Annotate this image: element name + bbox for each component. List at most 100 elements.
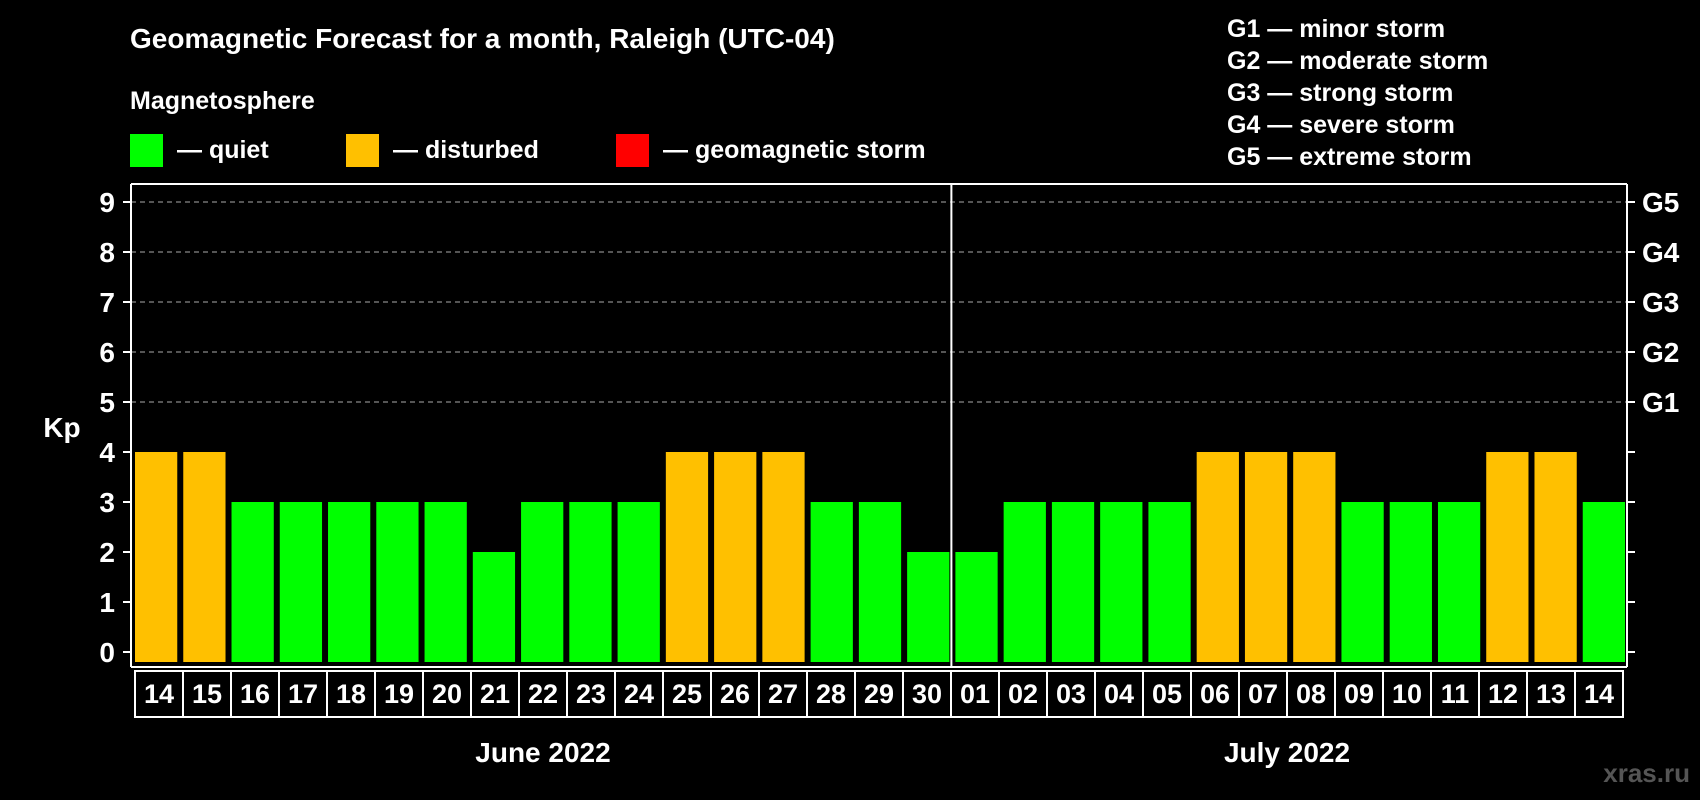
y-tick-label: 2	[99, 537, 115, 568]
x-tick-label-11: 25	[672, 679, 702, 709]
y-tick-label: 4	[99, 437, 115, 468]
x-tick-label-18: 02	[1008, 679, 1038, 709]
bar-0	[135, 452, 178, 662]
x-tick-label-21: 05	[1152, 679, 1182, 709]
bar-20	[1100, 502, 1143, 662]
bar-18	[1003, 502, 1046, 662]
x-tick-label-4: 18	[336, 679, 366, 709]
x-tick-label-10: 24	[624, 679, 654, 709]
bar-1	[183, 452, 226, 662]
storm-scale-item-0: G1 — minor storm	[1227, 15, 1445, 43]
bar-6	[424, 502, 467, 662]
bar-19	[1051, 502, 1095, 662]
x-tick-label-14: 28	[816, 679, 846, 709]
bar-13	[762, 452, 805, 662]
storm-scale-item-1: G2 — moderate storm	[1227, 47, 1488, 75]
legend: — quiet — disturbed — geomagnetic storm	[130, 134, 926, 167]
x-tick-label-8: 22	[528, 679, 558, 709]
right-tick-label-G2: G2	[1642, 337, 1679, 368]
x-tick-label-7: 21	[480, 679, 510, 709]
x-tick-label-13: 27	[768, 679, 798, 709]
x-tick-labels: 14 15 16 17 18 19 20 21 22 23 24 25 26 27 28 29 30 01 02 03…	[134, 670, 1624, 718]
x-tick-label-12: 26	[720, 679, 750, 709]
bar-26	[1389, 502, 1432, 662]
bar-3	[279, 502, 323, 662]
bar-9	[569, 502, 612, 662]
bar-15	[858, 502, 902, 662]
x-tick-label-0: 14	[144, 679, 174, 709]
bars	[135, 452, 1625, 662]
x-tick-box	[134, 670, 1624, 718]
month-labels: June 2022 July 2022	[475, 737, 1350, 768]
x-tick-label-29: 13	[1536, 679, 1566, 709]
storm-scale-item-2: G3 — strong storm	[1227, 79, 1453, 107]
storm-scale-legend: G1 — minor storm G2 — moderate storm G3 — …	[1227, 15, 1488, 171]
bar-24	[1293, 452, 1336, 662]
bar-21	[1148, 502, 1191, 662]
x-tick-label-28: 12	[1488, 679, 1518, 709]
y-tick-label: 1	[99, 587, 115, 618]
bar-25	[1341, 502, 1384, 662]
x-tick-label-30: 14	[1584, 679, 1614, 709]
storm-scale-item-3: G4 — severe storm	[1227, 111, 1455, 139]
x-tick-label-6: 20	[432, 679, 462, 709]
grid-lines	[131, 201, 1627, 403]
chart-subtitle: Magnetosphere	[130, 87, 315, 115]
x-tick-label-22: 06	[1200, 679, 1230, 709]
legend-label-0: — quiet	[177, 136, 269, 164]
bar-11	[665, 452, 709, 662]
legend-swatch-2	[616, 134, 649, 167]
y-tick-label: 5	[99, 387, 115, 418]
legend-swatch-1	[346, 134, 379, 167]
x-tick-label-19: 03	[1056, 679, 1086, 709]
right-tick-label-G3: G3	[1642, 287, 1679, 318]
bar-5	[376, 502, 419, 662]
right-tick-label-G4: G4	[1642, 237, 1680, 268]
bar-8	[521, 502, 564, 662]
bar-4	[328, 502, 371, 662]
y-tick-label: 0	[99, 637, 115, 668]
bar-14	[810, 502, 853, 662]
axes: 0 1 2 3 4 5 6 7 8 9 G1 G2 G3 G4 G5	[99, 183, 1680, 668]
x-tick-label-27: 11	[1441, 679, 1470, 709]
x-tick-label-26: 10	[1392, 679, 1422, 709]
y-tick-label: 7	[99, 287, 115, 318]
x-tick-label-5: 19	[384, 679, 414, 709]
bar-7	[472, 552, 516, 662]
bar-10	[617, 502, 660, 662]
y-tick-label: 9	[99, 187, 115, 218]
x-tick-label-17: 01	[960, 679, 990, 709]
y-tick-label: 8	[99, 237, 115, 268]
right-tick-label-G5: G5	[1642, 187, 1679, 218]
legend-label-1: — disturbed	[393, 136, 539, 164]
storm-scale-item-4: G5 — extreme storm	[1227, 143, 1472, 171]
x-tick-label-23: 07	[1248, 679, 1278, 709]
x-tick-label-24: 08	[1296, 679, 1326, 709]
bar-23	[1244, 452, 1288, 662]
bar-16	[907, 552, 950, 662]
y-tick-label: 3	[99, 487, 115, 518]
x-tick-label-15: 29	[864, 679, 894, 709]
y-tick-label: 6	[99, 337, 115, 368]
chart-title: Geomagnetic Forecast for a month, Raleig…	[130, 23, 835, 54]
bar-30	[1582, 502, 1625, 662]
month-label-1: July 2022	[1224, 737, 1350, 768]
bar-27	[1437, 502, 1481, 662]
x-tick-label-25: 09	[1344, 679, 1374, 709]
month-label-0: June 2022	[475, 737, 610, 768]
x-tick-label-2: 16	[240, 679, 270, 709]
bar-28	[1486, 452, 1529, 662]
x-tick-label-1: 15	[192, 679, 222, 709]
x-tick-label-9: 23	[576, 679, 606, 709]
bar-29	[1534, 452, 1577, 662]
x-tick-label-20: 04	[1104, 679, 1134, 709]
right-tick-label-G1: G1	[1642, 387, 1679, 418]
x-tick-label-16: 30	[912, 679, 942, 709]
x-tick-label-3: 17	[288, 679, 318, 709]
bar-17	[955, 552, 998, 662]
legend-swatch-0	[130, 134, 163, 167]
bar-12	[714, 452, 757, 662]
y-axis-label: Kp	[43, 412, 80, 443]
watermark: xras.ru	[1603, 758, 1690, 788]
